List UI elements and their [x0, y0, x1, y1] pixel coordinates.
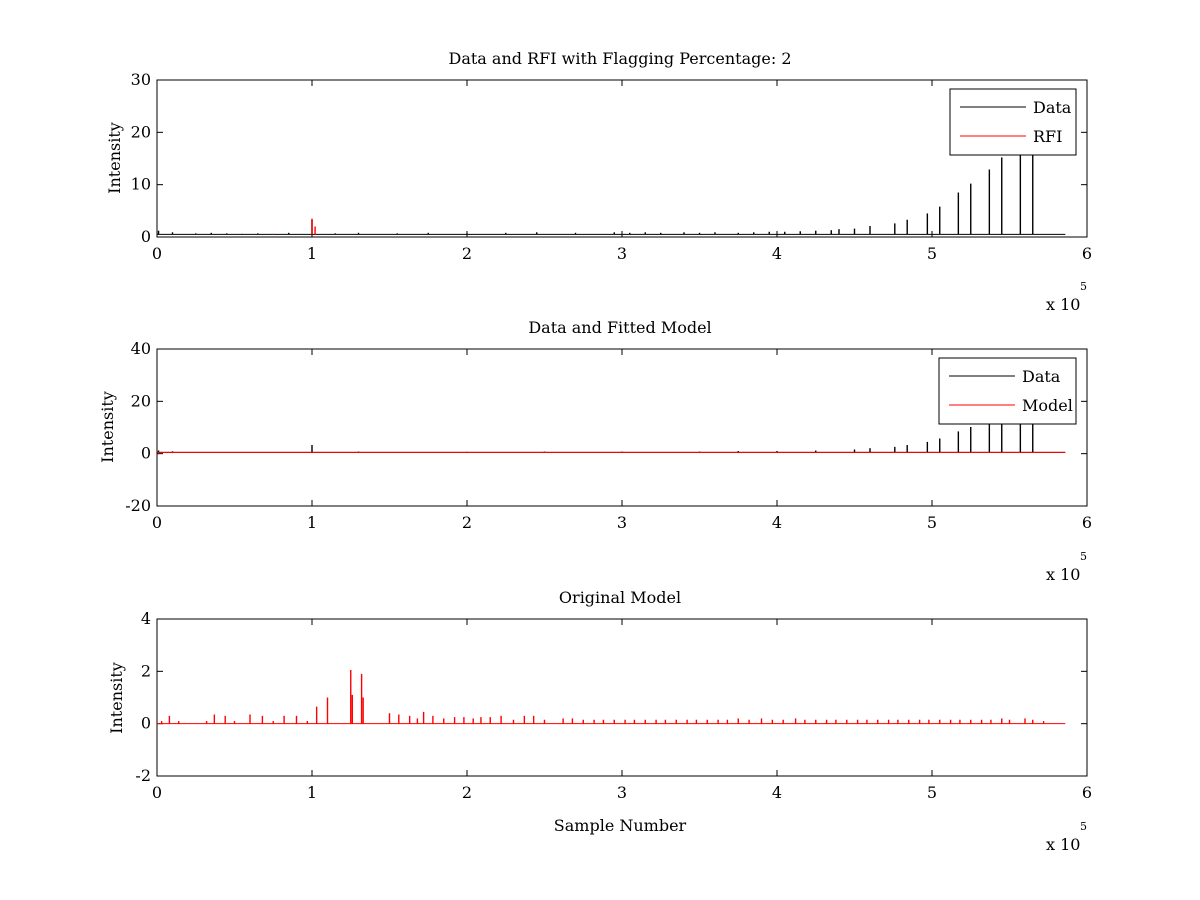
panel-2-legend-label: Data	[1022, 367, 1061, 386]
panel-1-x-tick-label: 0	[152, 244, 162, 263]
panel-1-x-tick-label: 6	[1082, 244, 1092, 263]
panel-3-x-tick-label: 6	[1082, 783, 1092, 802]
panel-1-y-tick-label: 30	[131, 70, 151, 89]
panel-2-x-tick-label: 0	[152, 513, 162, 532]
panel-3-x-tick-label: 5	[927, 783, 937, 802]
panel-1-legend-label: RFI	[1033, 127, 1062, 146]
panel-3-x-multiplier: x 10 5	[1046, 820, 1087, 854]
panel-3-series-model	[157, 670, 1066, 725]
panel-1-y-tick-label: 20	[131, 122, 151, 141]
panel-1-x-multiplier-exponent: 5	[1080, 280, 1087, 293]
panel-1-x-tick-label: 3	[617, 244, 627, 263]
panel-3-x-tick-label: 4	[772, 783, 782, 802]
panel-1-title: Data and RFI with Flagging Percentage: 2	[448, 49, 791, 68]
panel-1-x-tick-label: 4	[772, 244, 782, 263]
panel-2-title: Data and Fitted Model	[528, 318, 711, 337]
panel-1-x-multiplier-base: x 10	[1046, 295, 1080, 314]
panel-3-x-multiplier-exponent: 5	[1080, 820, 1087, 833]
panel-1-legend: Data RFI	[949, 88, 1077, 156]
panel-3-x-tick-label: 2	[462, 783, 472, 802]
panel-3-x-multiplier-base: x 10	[1046, 835, 1080, 854]
panel-2-x-tick-label: 5	[927, 513, 937, 532]
panel-1-legend-label: Data	[1033, 98, 1072, 117]
panel-2-legend-box	[938, 357, 1077, 425]
panel-1-ylabel: Intensity	[105, 122, 124, 194]
panel-3-x-tick-label: 0	[152, 783, 162, 802]
panel-1-x-tick-label: 2	[462, 244, 472, 263]
panel-2-x-tick-label: 6	[1082, 513, 1092, 532]
panel-2-x-tick-label: 1	[307, 513, 317, 532]
panel-1-axes-frame	[156, 79, 1088, 238]
panel-1-legend-box	[949, 88, 1077, 156]
panel-2-y-tick-label: -20	[125, 496, 151, 515]
panel-2-x-tick-label: 2	[462, 513, 472, 532]
panel-2-legend: Data Model	[938, 357, 1077, 425]
panel-1-series-rfi	[272, 218, 316, 235]
panel-3-y-tick-label: 2	[141, 661, 151, 680]
panel-1-plot: 0 1 2 3 4 5 6 0 10 20 30	[131, 70, 1092, 263]
panel-2-x-multiplier: x 10 5	[1046, 550, 1087, 584]
panel-3-x-tick-label: 1	[307, 783, 317, 802]
panel-2-ylabel: Intensity	[98, 391, 117, 463]
panel-1-x-tick-label: 5	[927, 244, 937, 263]
panel-2-x-multiplier-base: x 10	[1046, 565, 1080, 584]
panel-2-x-multiplier-exponent: 5	[1080, 550, 1087, 563]
panel-3-axes-frame	[156, 618, 1088, 777]
panel-2: Data and Fitted Model Intensity 0 1 2 3 4 5 6 -…	[98, 318, 1092, 584]
panel-1-x-multiplier: x 10 5	[1046, 280, 1087, 314]
panel-3-title: Original Model	[559, 588, 681, 607]
panel-1-x-tick-label: 1	[307, 244, 317, 263]
panel-1-y-tick-label: 0	[141, 227, 151, 246]
panel-3-xlabel: Sample Number	[554, 816, 687, 835]
panel-2-y-tick-label: 40	[131, 339, 151, 358]
panel-2-x-tick-label: 3	[617, 513, 627, 532]
panel-1: Data and RFI with Flagging Percentage: 2…	[105, 49, 1092, 314]
panel-2-y-tick-label: 20	[131, 391, 151, 410]
panel-3-ylabel: Intensity	[107, 662, 126, 734]
panel-1-y-tick-label: 10	[131, 175, 151, 194]
panel-3-x-tick-label: 3	[617, 783, 627, 802]
panel-3-y-tick-label: 0	[141, 714, 151, 733]
panel-3-y-tick-label: 4	[141, 609, 151, 628]
panel-2-y-tick-label: 0	[141, 444, 151, 463]
panel-2-legend-label: Model	[1022, 396, 1073, 415]
panel-2-axes-frame	[156, 348, 1088, 507]
panel-1-series-data	[157, 150, 1066, 235]
panel-2-x-tick-label: 4	[772, 513, 782, 532]
panel-3-y-tick-label: -2	[135, 766, 151, 785]
